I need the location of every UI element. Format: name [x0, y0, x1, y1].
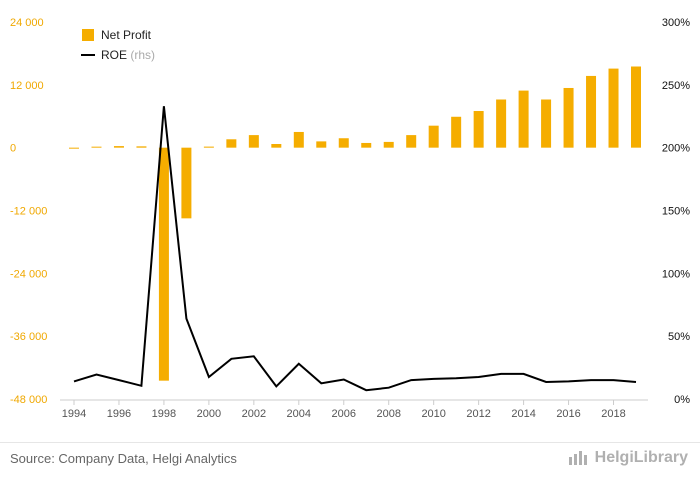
footer: Source: Company Data, Helgi Analytics He… — [0, 442, 700, 484]
x-tick-label: 2008 — [376, 408, 400, 420]
left-tick-label: 24 000 — [10, 17, 44, 29]
right-tick-label: 100% — [662, 268, 690, 280]
source-note: Source: Company Data, Helgi Analytics — [10, 451, 237, 466]
left-tick-label: -12 000 — [10, 206, 47, 218]
net-profit-bar — [473, 111, 484, 148]
x-tick-label: 1996 — [107, 408, 131, 420]
right-axis-ticks: 300% 250% 200% 150% 100% 50% 0% — [662, 17, 690, 406]
net-profit-bar — [518, 90, 529, 148]
net-profit-bar — [271, 144, 282, 148]
x-tick-label: 2010 — [421, 408, 445, 420]
right-tick-label: 50% — [668, 331, 690, 343]
net-profit-bar — [496, 99, 507, 148]
helgi-logo-icon — [568, 451, 587, 465]
net-profit-bar — [248, 135, 259, 148]
left-tick-label: -24 000 — [10, 268, 47, 280]
net-profit-bar — [631, 66, 641, 148]
x-tick-label: 2014 — [511, 408, 535, 420]
brand-name: HelgiLibrary — [594, 449, 688, 466]
net-profit-bar — [113, 146, 124, 148]
chart-canvas: 24 000 12 000 0 -12 000 -24 000 -36 000 -48 00… — [10, 17, 690, 420]
net-profit-bars — [69, 66, 641, 381]
right-tick-label: 0% — [674, 394, 690, 406]
legend: Net Profit ROE (rhs) — [81, 28, 155, 62]
left-tick-label: -36 000 — [10, 331, 47, 343]
x-axis-ticks: 1994 1996 1998 2000 2002 2004 2006 2008 2010 2012… — [62, 400, 626, 420]
net-profit-bar — [203, 146, 214, 148]
net-profit-bar — [586, 75, 597, 148]
net-profit-bar — [563, 87, 574, 148]
legend-label-net-profit: Net Profit — [101, 28, 152, 42]
x-tick-label: 2016 — [556, 408, 580, 420]
legend-label-roe: ROE (rhs) — [101, 48, 155, 62]
x-tick-label: 2002 — [242, 408, 266, 420]
x-tick-label: 2004 — [287, 408, 311, 420]
net-profit-bar — [338, 138, 349, 148]
net-profit-bar — [428, 125, 439, 148]
net-profit-bar — [91, 146, 102, 148]
net-profit-bar — [158, 147, 169, 381]
net-profit-bar — [608, 68, 619, 148]
net-profit-bar — [293, 131, 304, 148]
x-tick-label: 2006 — [332, 408, 356, 420]
right-tick-label: 250% — [662, 80, 690, 92]
x-tick-label: 1994 — [62, 408, 86, 420]
net-profit-bar — [361, 142, 372, 148]
left-tick-label: 0 — [10, 143, 16, 155]
brand-logo: HelgiLibrary — [567, 449, 688, 467]
net-profit-bar — [181, 147, 192, 219]
net-profit-bar — [383, 141, 394, 148]
legend-swatch-net-profit — [82, 29, 94, 41]
net-profit-bar — [451, 116, 462, 148]
net-profit-bar — [136, 146, 147, 148]
x-tick-label: 2018 — [601, 408, 625, 420]
roe-line — [73, 106, 637, 392]
left-tick-label: -48 000 — [10, 394, 47, 406]
net-profit-bar — [541, 99, 552, 148]
x-tick-label: 1998 — [152, 408, 176, 420]
net-profit-bar — [69, 147, 79, 149]
left-tick-label: 12 000 — [10, 80, 44, 92]
net-profit-bar — [406, 135, 417, 148]
right-tick-label: 200% — [662, 143, 690, 155]
right-tick-label: 150% — [662, 206, 690, 218]
net-profit-bar — [316, 141, 327, 148]
left-axis-ticks: 24 000 12 000 0 -12 000 -24 000 -36 000 -48 00… — [10, 17, 47, 406]
x-tick-label: 2012 — [466, 408, 490, 420]
x-tick-label: 2000 — [197, 408, 221, 420]
net-profit-bar — [226, 139, 237, 148]
right-tick-label: 300% — [662, 17, 690, 29]
